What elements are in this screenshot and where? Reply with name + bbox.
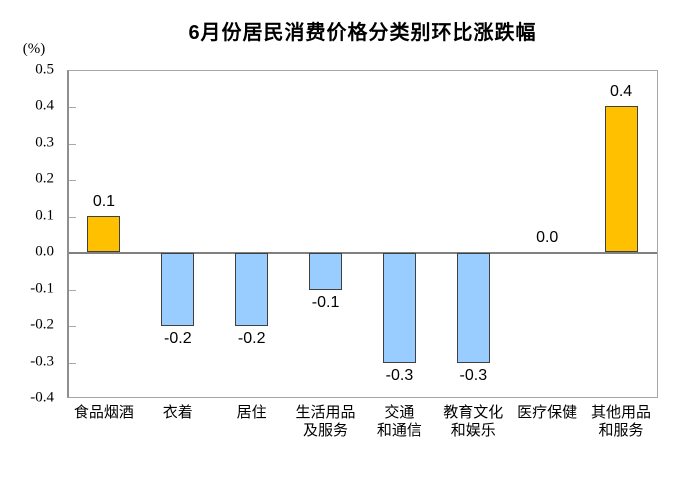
x-category-label: 其他用品 和服务 (591, 404, 652, 439)
bar-value-label: -0.1 (311, 293, 340, 311)
y-tick-label: -0.1 (30, 280, 54, 297)
plot-area (67, 70, 658, 398)
y-tick-label: 0.3 (35, 134, 54, 151)
zero-axis-line (69, 252, 657, 255)
bar-negative (309, 253, 343, 290)
y-tick-mark (69, 326, 76, 328)
x-category-label: 居住 (236, 404, 267, 421)
y-tick-mark (69, 289, 76, 291)
bar-value-label: -0.3 (459, 366, 488, 384)
bar-value-label: -0.2 (237, 330, 266, 348)
chart-title: 6月份居民消费价格分类别环比涨跌幅 (188, 22, 537, 44)
y-tick-mark (69, 362, 76, 364)
x-category-label: 交通 和通信 (376, 404, 422, 439)
bar-negative (235, 253, 269, 327)
y-tick-mark (69, 180, 76, 182)
y-tick-label: -0.4 (30, 389, 54, 406)
x-category-label: 教育文化 和娱乐 (443, 404, 504, 439)
bar-value-label: -0.2 (164, 330, 192, 348)
y-tick-label: 0.0 (35, 243, 54, 260)
bar-negative (161, 253, 195, 327)
bar-value-label: 0.4 (609, 83, 633, 101)
y-tick-label: -0.2 (30, 316, 54, 333)
x-category-label: 生活用品 及服务 (295, 404, 356, 439)
y-tick-label: -0.3 (30, 353, 54, 370)
x-category-label: 食品烟酒 (73, 404, 134, 421)
x-category-label: 衣着 (162, 404, 193, 421)
y-tick-label: 0.5 (35, 61, 54, 78)
y-tick-mark (69, 143, 76, 145)
y-tick-label: 0.2 (35, 170, 54, 187)
y-tick-label: 0.1 (35, 207, 54, 224)
bar-positive (87, 215, 121, 253)
bar-negative (382, 253, 416, 363)
x-category-label: 医疗保健 (517, 404, 578, 421)
y-tick-label: 0.4 (35, 97, 54, 114)
y-tick-mark (69, 107, 76, 109)
y-axis-unit-label: (%) (22, 41, 46, 57)
bar-value-label: 0.1 (92, 192, 116, 210)
bar-positive (604, 106, 638, 253)
y-tick-mark (69, 216, 76, 218)
bar-value-label: 0.0 (536, 229, 559, 247)
bar-negative (456, 253, 490, 363)
bar-value-label: -0.3 (385, 366, 414, 384)
